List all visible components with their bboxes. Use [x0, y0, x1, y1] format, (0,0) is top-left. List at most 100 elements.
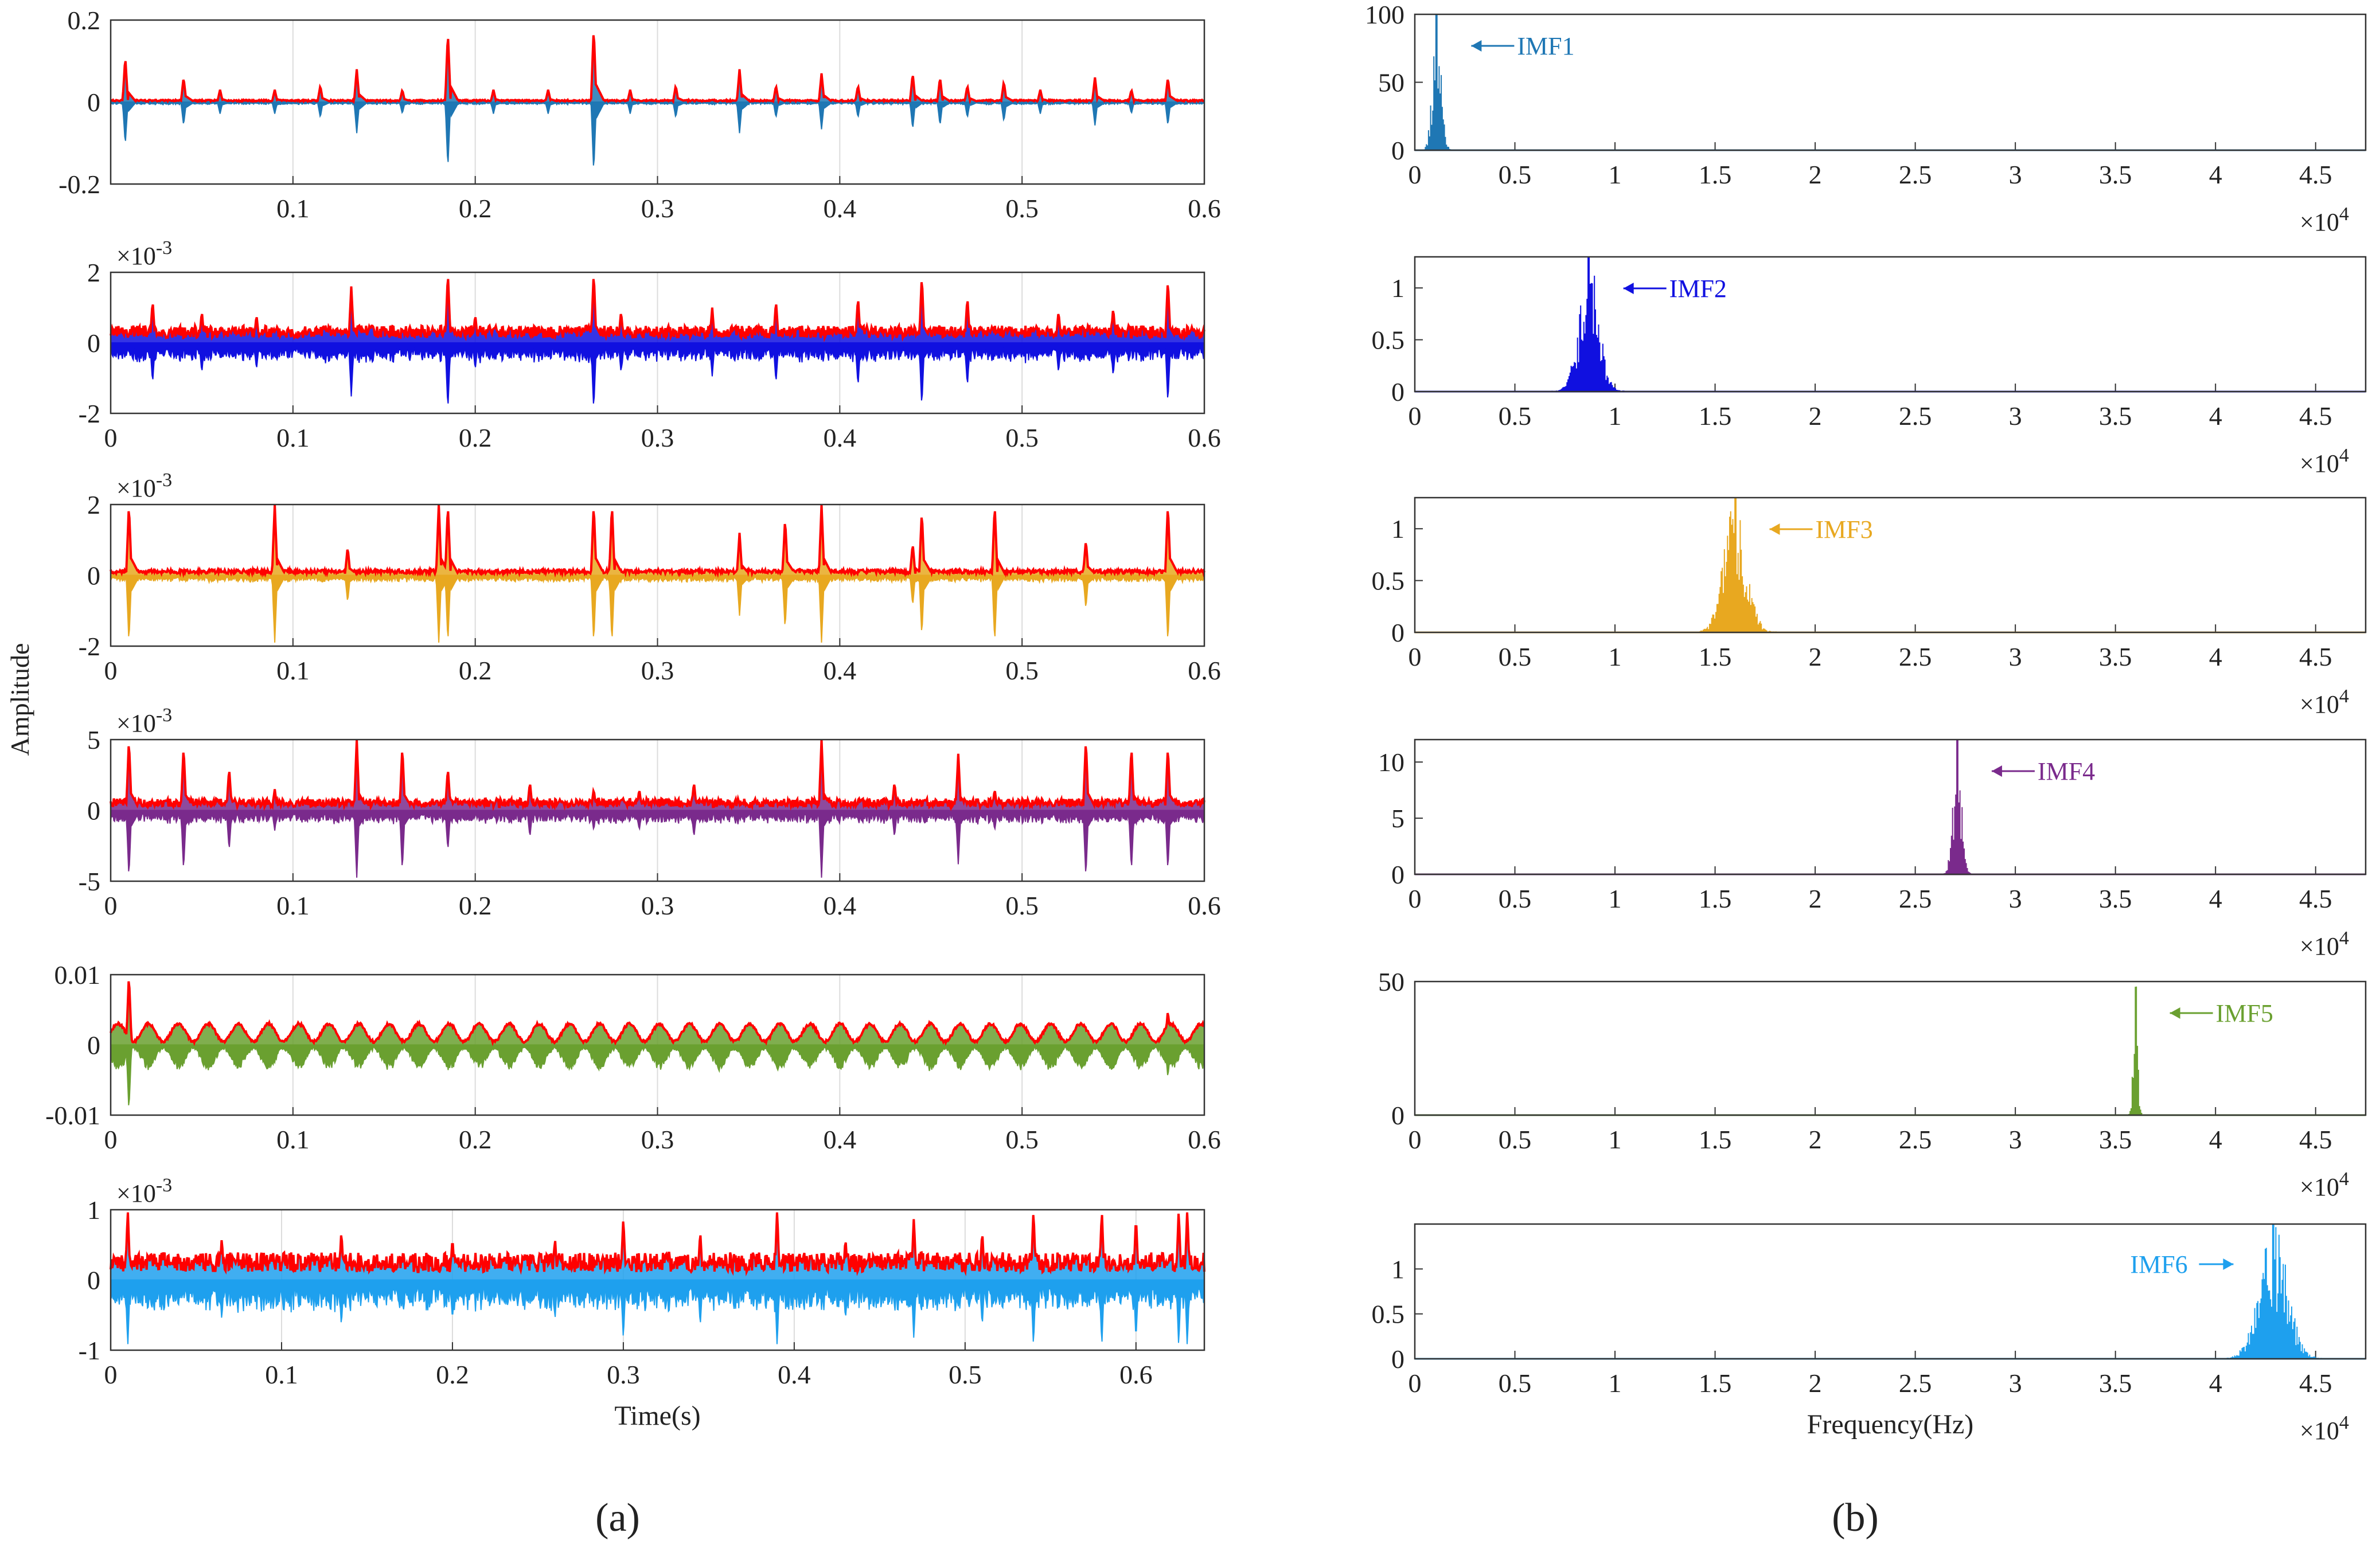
x-tick-label: 4: [2209, 884, 2222, 913]
x-tick-label: 3.5: [2099, 401, 2132, 431]
y-tick-label: 0: [1391, 1344, 1404, 1374]
y-tick-label: 1: [1391, 1254, 1404, 1284]
y-exponent-power: -3: [156, 1175, 172, 1196]
y-tick-label: 1: [1391, 514, 1404, 544]
x-tick-label: 1.5: [1699, 160, 1732, 189]
x-tick-label: 0: [104, 656, 118, 685]
x-exponent: ×104: [2300, 686, 2349, 718]
x-tick-label: 1: [1609, 1125, 1622, 1154]
imf5-signal: [110, 1044, 1205, 1105]
x-tick-label: 2: [1809, 884, 1822, 913]
x-exponent-power: 4: [2339, 1168, 2349, 1190]
x-tick-label: 2.5: [1899, 642, 1932, 671]
x-tick-label: 0.6: [1188, 423, 1221, 452]
y-exponent: ×10-3: [116, 1175, 172, 1207]
y-tick-label: 5: [1391, 804, 1404, 833]
x-tick-label: 0.5: [949, 1360, 982, 1389]
x-tick-label: 3.5: [2099, 1369, 2132, 1398]
x-exponent: ×104: [2300, 1412, 2349, 1445]
imf3-signal: [110, 574, 1205, 643]
y-tick-label: 0: [87, 561, 100, 591]
x-tick-label: 0.6: [1188, 194, 1221, 223]
x-tick-label: 0: [104, 1125, 118, 1154]
x-tick-label: 0.4: [824, 656, 857, 685]
plot-a1: 0.1 0.2 0.3 0.4 0.5 0.6 0.2 0 -0.2: [58, 6, 1221, 223]
x-tick-label: 4.5: [2299, 884, 2332, 913]
y-tick-label: -2: [79, 399, 100, 428]
x-tick-label: 2: [1809, 1125, 1822, 1154]
x-tick-label: 0: [104, 423, 118, 452]
y-tick-label: 0: [87, 796, 100, 826]
x-tick-label: 4: [2209, 642, 2222, 671]
y-tick-label: 1: [87, 1195, 100, 1225]
x-tick-label: 0.1: [276, 423, 310, 452]
envelope-line: [110, 504, 1205, 578]
y-tick-label: -1: [79, 1336, 100, 1365]
plot-frame: [110, 19, 1205, 185]
x-tick-label: 2: [1809, 401, 1822, 431]
x-tick-label: 0.6: [1188, 891, 1221, 920]
imf4-signal: [110, 810, 1205, 878]
x-tick-label: 0.3: [607, 1360, 640, 1389]
x-tick-label: 2: [1809, 160, 1822, 189]
x-tick-label: 2.5: [1899, 160, 1932, 189]
x-tick-label: 0.6: [1119, 1360, 1153, 1389]
x-tick-label: 0.6: [1188, 1125, 1221, 1154]
y-tick-label: -5: [79, 867, 100, 896]
x-tick-label: 0: [1409, 884, 1422, 913]
x-tick-label: 0: [1409, 401, 1422, 431]
annotation-arrowhead: [1471, 40, 1482, 52]
frequency-xlabel: Frequency(Hz): [1807, 1409, 1974, 1440]
imf4-spectrum: [1414, 740, 2366, 874]
x-tick-label: 0: [1409, 160, 1422, 189]
x-exponent-power: 4: [2339, 928, 2349, 949]
x-tick-label: 2: [1809, 642, 1822, 671]
x-tick-label: 0.3: [641, 656, 674, 685]
y-tick-label: 0: [87, 1266, 100, 1295]
y-tick-label: 100: [1365, 0, 1404, 29]
x-tick-label: 1.5: [1699, 1369, 1732, 1398]
x-tick-label: 0.5: [1005, 891, 1039, 920]
x-tick-label: 0.3: [641, 423, 674, 452]
x-tick-label: 1.5: [1699, 401, 1732, 431]
plot-frame: [1414, 13, 2367, 151]
plot-frame: [110, 1209, 1205, 1351]
x-tick-label: 4: [2209, 160, 2222, 189]
plot-frame: [110, 974, 1205, 1116]
annotation-label: IMF3: [1815, 515, 1872, 544]
x-tick-label: 0.2: [459, 1125, 492, 1154]
plot-frame: [1414, 1223, 2367, 1360]
annotation-label: IMF5: [2216, 999, 2273, 1027]
x-tick-label: 0.3: [641, 891, 674, 920]
x-tick-label: 2.5: [1899, 1369, 1932, 1398]
y-tick-label: -0.2: [58, 170, 100, 199]
imf2-spectrum: [1414, 257, 2366, 392]
x-exponent: ×104: [2300, 1168, 2349, 1201]
y-tick-label: 5: [87, 725, 100, 755]
x-tick-label: 0.4: [824, 891, 857, 920]
y-exponent: ×10-3: [116, 705, 172, 737]
x-tick-label: 1.5: [1699, 1125, 1732, 1154]
x-tick-label: 0: [104, 1360, 118, 1389]
x-tick-label: 0.5: [1499, 884, 1532, 913]
imf3-spectrum: [1414, 498, 2366, 632]
x-tick-label: 0: [1409, 1369, 1422, 1398]
x-tick-label: 2.5: [1899, 401, 1932, 431]
x-tick-label: 2: [1809, 1369, 1822, 1398]
plot-b5: 0 0.5 1 1.5 2 2.5 3 3.5 4 4.5 50 0 IMF5 ×104: [1378, 967, 2367, 1201]
plot-b6: 0 0.5 1 1.5 2 2.5 3 3.5 4 4.5 1 0.5 0 IMF6 ×104 Frequen…: [1372, 1223, 2367, 1445]
y-tick-label: 1: [1391, 273, 1404, 303]
envelope-line: [110, 981, 1205, 1046]
y-tick-label: 0: [1391, 377, 1404, 406]
x-tick-label: 1.5: [1699, 642, 1732, 671]
annotation-arrowhead: [1623, 283, 1634, 294]
y-tick-label: 0: [87, 88, 100, 117]
y-tick-label: -2: [79, 632, 100, 661]
x-tick-label: 0.1: [276, 194, 310, 223]
y-tick-label: 50: [1378, 967, 1404, 996]
y-tick-label: 0: [1391, 860, 1404, 889]
y-tick-label: 0.01: [54, 960, 101, 990]
x-tick-label: 0.3: [641, 1125, 674, 1154]
y-tick-label: 0.5: [1372, 326, 1405, 355]
